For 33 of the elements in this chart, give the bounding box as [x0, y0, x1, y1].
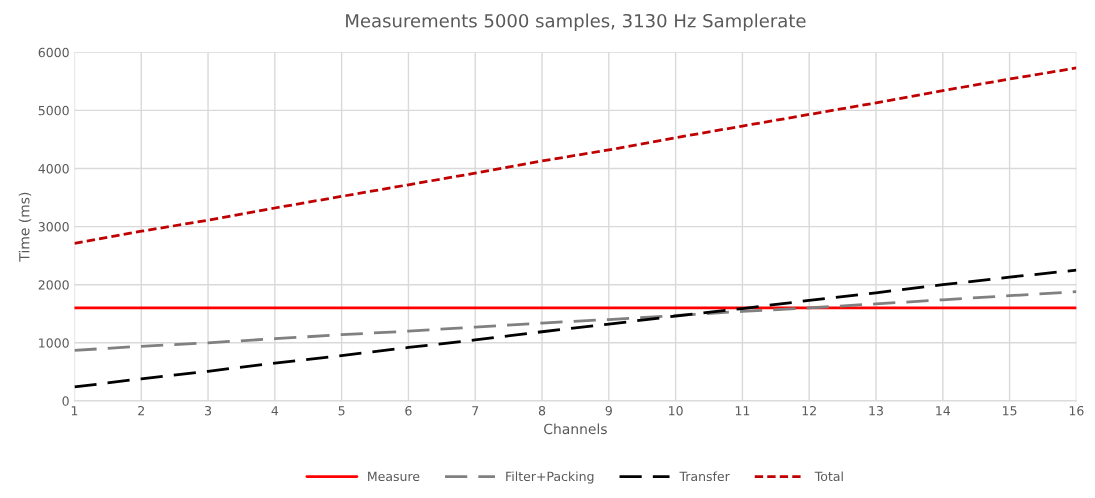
x-tick-label: 13 [869, 405, 883, 416]
chart-title: Measurements 5000 samples, 3130 Hz Samplerate [346, 13, 806, 32]
y-tick-label: 2000 [38, 280, 69, 290]
x-tick-label: 14 [936, 406, 951, 416]
x-tick-label: 7 [472, 406, 479, 416]
x-tick-label: 5 [338, 406, 345, 416]
y-tick-label: 3000 [38, 222, 69, 232]
x-tick-label: 10 [669, 405, 683, 416]
x-tick-label: 16 [1069, 405, 1084, 416]
x-tick-label: 2 [138, 405, 144, 416]
line-series [74, 290, 1077, 352]
legend-label: Filter+Packing [506, 471, 594, 484]
line-series [74, 66, 1077, 245]
x-tick-label: 12 [802, 405, 816, 416]
legend-label: Total [814, 471, 843, 482]
y-tick-label: 0 [62, 396, 69, 406]
y-tick-label: 4000 [38, 163, 69, 174]
legend-label: Measure [368, 471, 420, 482]
y-tick-label: 5000 [38, 105, 69, 116]
y-axis-title: Time (ms) [18, 192, 32, 262]
legend-label: Transfer [679, 471, 730, 482]
x-tick-label: 11 [735, 406, 750, 416]
y-tick-label: 1000 [39, 338, 69, 348]
y-tick-label: 6000 [38, 47, 69, 58]
x-tick-label: 4 [271, 406, 279, 416]
x-tick-label: 6 [405, 405, 412, 416]
x-tick-label: 8 [538, 405, 546, 416]
x-tick-label: 3 [205, 405, 212, 416]
x-axis-title: Channels [544, 423, 607, 435]
x-tick-label: 15 [1003, 406, 1017, 416]
line-series [74, 268, 1077, 389]
x-tick-label: 9 [605, 405, 612, 416]
x-tick-label: 1 [71, 406, 78, 416]
